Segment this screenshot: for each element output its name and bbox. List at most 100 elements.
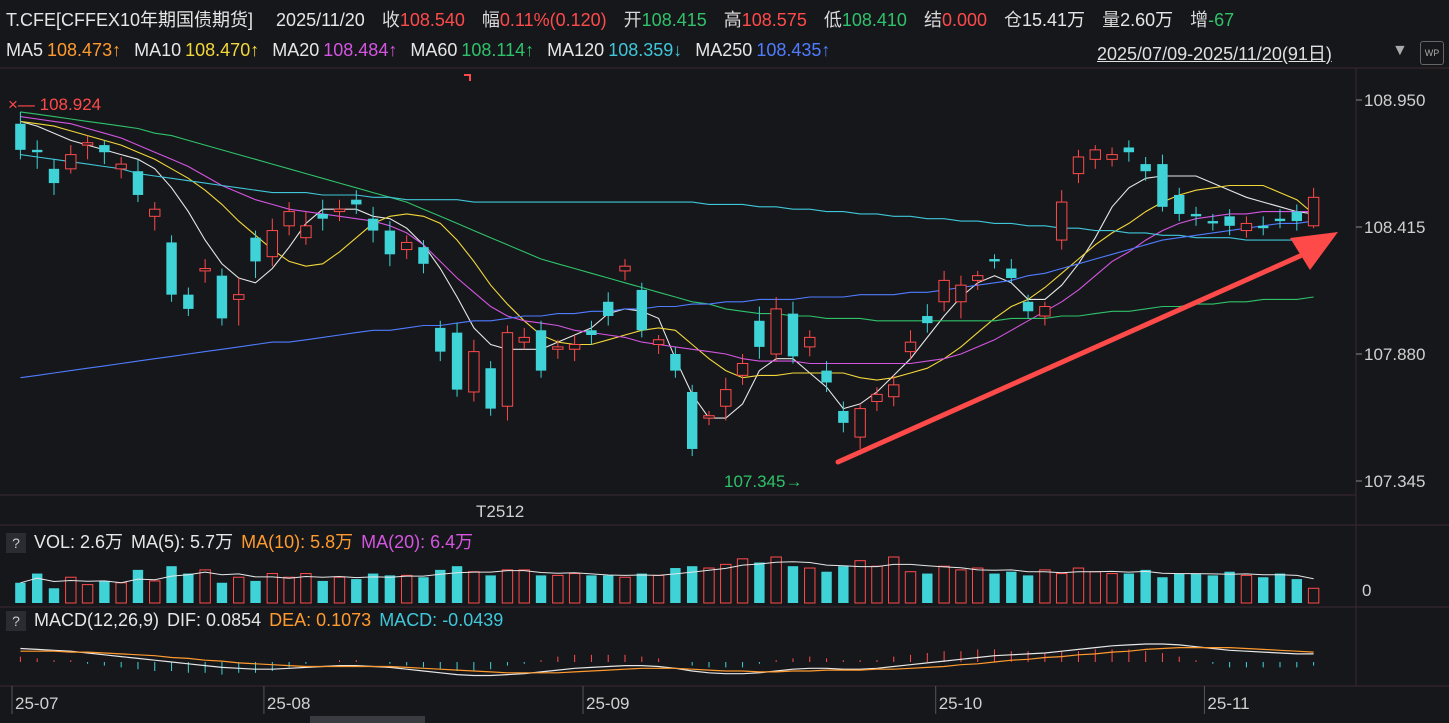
vol-zero-label: 0 [1362,581,1371,600]
candle-body [636,289,648,331]
quote-date: 2025/11/20 [276,10,365,30]
candle-body [619,265,631,272]
candle-body [283,211,295,227]
volume-bar [81,584,94,604]
candle-body [568,344,581,350]
ma5-value: 108.473↑ [47,40,122,60]
ma120-line [20,154,1314,241]
price-tick-label: 108.950 [1364,91,1425,110]
trend-arrow-head [1290,232,1338,270]
candle-body [518,336,530,343]
volume-bar [48,588,60,603]
candle-body [166,242,177,295]
volume-bar [300,573,312,604]
volume-bar [989,573,1000,603]
scrollbar-thumb [310,716,425,723]
candle-body [535,330,547,371]
open-value: 108.415 [641,10,707,30]
candle-body [384,230,396,255]
dif-line [20,643,1314,677]
candle-body [1224,216,1235,226]
close-value: 108.540 [399,10,465,30]
volume-bar [1240,574,1253,604]
candle-body [31,149,43,153]
annotations: ×— 108.924 107.345→ T2512 [8,74,1338,521]
volume-bar [1022,575,1034,603]
candle-body [871,393,883,402]
volume-bar [703,567,715,604]
candle-body [652,339,665,346]
candle-body [333,208,346,213]
volume-bar [670,568,681,603]
candle-body [1258,225,1269,229]
volume-bar [31,573,43,603]
candle-body [821,370,832,383]
volume-bar [351,579,362,603]
macd-panel [19,643,1315,677]
macd-title: MACD(12,26,9) [34,610,160,630]
volume-bar [418,577,429,603]
volume-value: 2.60万 [1120,10,1174,30]
trend-arrow-line [835,253,1303,465]
candle-body [149,208,161,217]
ma250-label: MA250 [695,40,753,60]
ma5-line [20,120,1314,419]
candle-body [854,408,866,438]
candle-body [48,168,60,184]
candle-body [81,142,94,146]
symbol-title[interactable]: T.CFE[CFFEX10年期国债期货] [6,10,254,30]
volume-bar [922,573,933,603]
candle-body [586,330,597,336]
volume-bar [603,575,614,603]
volume-bar [384,575,396,603]
candle-body [435,327,446,352]
candle-body [15,123,26,150]
volume-bar [183,573,194,603]
candle-body [552,346,564,350]
candle-body [1055,201,1068,241]
volume-bar [199,569,211,604]
ma60-value: 108.114↑ [461,40,535,60]
vol-help-button[interactable]: ? [6,533,26,553]
ma-lines [20,111,1314,419]
volume-bar [1258,577,1269,603]
candle-body [720,389,732,407]
candle-body [351,199,362,205]
ma10-value: 108.470↑ [185,40,260,60]
vol-ma-line [20,561,1314,584]
candle-body [1307,196,1320,227]
chart-frame [0,67,1449,687]
time-tick-label: 25-09 [586,694,629,713]
candle-body [1072,156,1085,175]
volume-bar [1291,579,1303,603]
candle-body [938,279,950,303]
candle-body [317,213,328,219]
volume-bar [65,576,77,604]
volume-bar [1072,567,1085,604]
volume-bar [166,566,177,603]
volume-bar [1307,587,1320,604]
ma120-label: MA120 [547,40,605,60]
increase-label: 增 [1190,10,1209,30]
candle-body [971,275,984,281]
increase-value: -67 [1208,10,1235,30]
volume-bar [435,569,446,603]
ma250-line [20,220,1314,379]
candle-body [1006,268,1017,279]
ma5-label: MA5 [6,40,44,60]
volume-bar [132,569,144,603]
candle-body [804,336,816,348]
wp-settings-icon[interactable]: WP [1420,41,1444,65]
volume-bar [1039,569,1051,604]
date-range-selector[interactable]: 2025/07/09-2025/11/20(91日) [1097,44,1332,64]
macd-help-button[interactable]: ? [6,611,26,631]
volume-label: 量 [1102,10,1121,30]
vol-legend: ? VOL: 2.6万 MA(5): 5.7万 MA(10): 5.8万 MA(20):… [6,528,481,554]
price-tick-label: 107.880 [1364,345,1425,364]
chevron-down-icon[interactable]: ▼ [1392,42,1408,59]
volume-bar [1224,571,1235,603]
candle-body [115,163,127,170]
volume-bar [1006,571,1017,603]
volume-bar [1106,573,1118,604]
